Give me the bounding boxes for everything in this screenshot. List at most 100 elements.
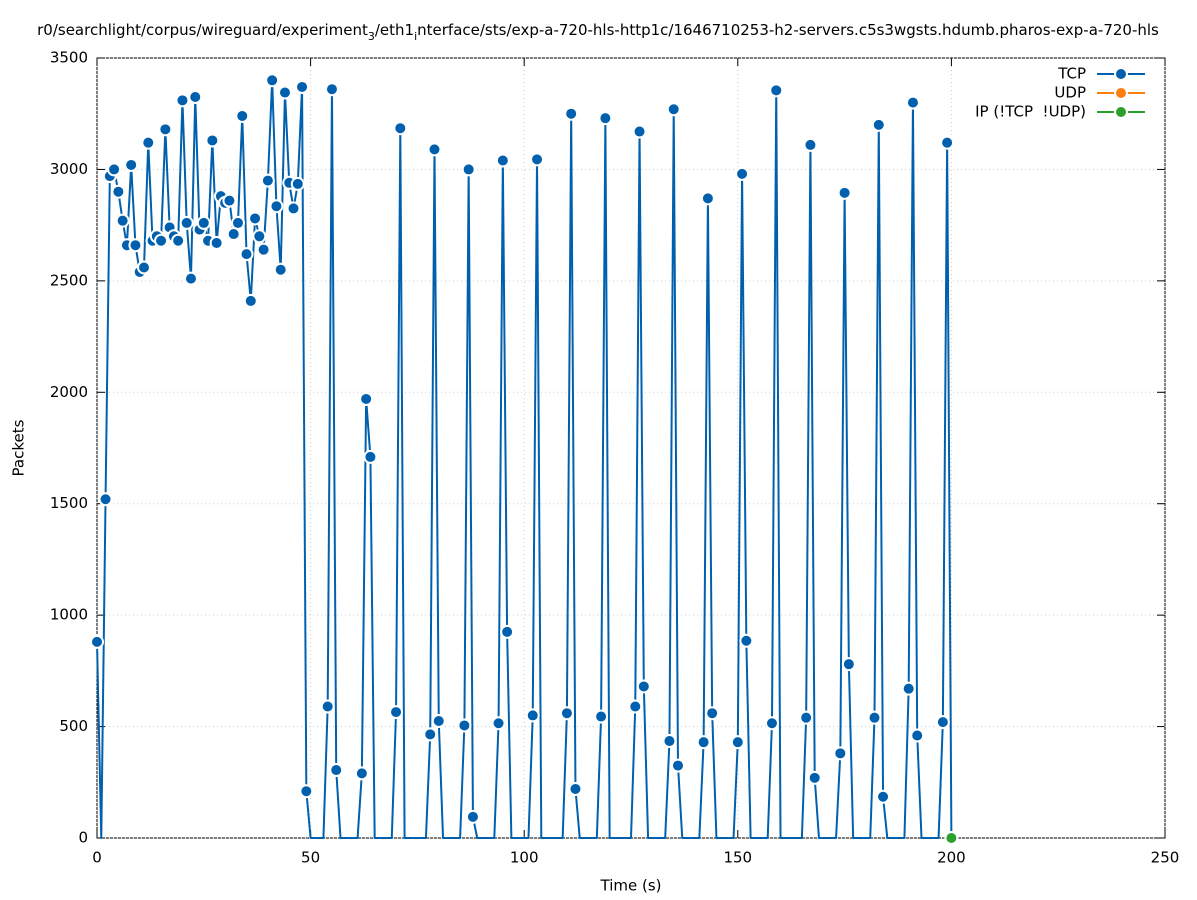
data-point	[179, 215, 194, 230]
data-point	[290, 176, 305, 191]
data-point	[764, 716, 779, 731]
x-tick-label: 250	[1151, 849, 1180, 867]
data-point	[354, 766, 369, 781]
y-tick-label: 1500	[50, 494, 88, 512]
series-line	[96, 79, 953, 839]
data-point	[196, 215, 211, 230]
data-point	[867, 710, 882, 725]
data-point	[188, 90, 203, 104]
title-part: i	[414, 30, 417, 43]
data-point	[248, 211, 263, 226]
data-point	[457, 718, 472, 733]
title-part: /eth1	[375, 21, 414, 39]
data-point	[837, 185, 852, 200]
data-point	[568, 781, 583, 796]
y-tick-label: 2000	[50, 383, 88, 401]
data-point	[944, 831, 959, 845]
data-point	[636, 679, 651, 694]
data-point	[662, 734, 677, 749]
data-point	[696, 735, 711, 750]
x-tick-label: 100	[510, 849, 539, 867]
data-point	[500, 624, 515, 639]
data-point	[111, 184, 126, 199]
legend-label: UDP	[1054, 84, 1086, 102]
data-point	[935, 715, 950, 730]
x-axis-label: Time (s)	[600, 877, 662, 895]
data-point	[222, 193, 237, 208]
data-point	[183, 271, 198, 286]
data-point	[265, 73, 280, 88]
y-axis-label: Packets	[10, 419, 28, 476]
data-point	[98, 492, 113, 507]
data-point	[564, 106, 579, 121]
data-point	[876, 789, 891, 804]
data-point	[260, 173, 275, 188]
chart-title: r0/searchlight/corpus/wireguard/experime…	[37, 21, 1159, 43]
data-point	[158, 122, 173, 137]
legend-marker	[1114, 67, 1128, 81]
y-tick-label: 3000	[50, 160, 88, 178]
data-point	[427, 142, 442, 157]
legend-marker	[1114, 105, 1128, 119]
data-point	[295, 79, 310, 94]
data-point	[359, 391, 374, 406]
data-point	[739, 633, 754, 648]
data-point	[136, 260, 151, 275]
data-point	[393, 121, 408, 136]
data-point	[115, 213, 130, 228]
x-tick-label: 0	[92, 849, 102, 867]
data-point	[559, 706, 574, 721]
plot-frame	[96, 57, 1166, 839]
data-point	[90, 634, 104, 649]
data-point	[666, 102, 681, 117]
data-point	[128, 238, 143, 253]
x-tick-label: 150	[723, 849, 752, 867]
data-point	[461, 162, 476, 177]
data-point	[363, 449, 378, 464]
y-tick-label: 500	[59, 717, 88, 735]
data-point	[273, 262, 288, 277]
data-point	[124, 157, 139, 172]
data-point	[598, 111, 613, 126]
title-part: 3	[368, 30, 375, 43]
data-point	[256, 242, 271, 257]
data-point	[269, 199, 284, 214]
data-point	[209, 235, 224, 250]
data-point	[154, 233, 169, 248]
legend-label: TCP	[1057, 65, 1086, 83]
data-point	[389, 705, 404, 720]
data-point	[940, 135, 955, 150]
data-point	[324, 82, 339, 97]
data-point	[465, 809, 480, 824]
data-point	[670, 758, 685, 773]
data-point	[700, 191, 715, 206]
data-point	[141, 135, 156, 150]
data-point	[905, 95, 920, 110]
data-point	[871, 117, 886, 132]
data-point	[730, 735, 745, 750]
data-point	[807, 770, 822, 785]
data-point	[299, 784, 314, 799]
y-tick-label: 1000	[50, 606, 88, 624]
data-point	[632, 124, 647, 139]
data-point	[431, 714, 446, 728]
y-tick-label: 3500	[50, 49, 88, 67]
data-point	[803, 137, 818, 152]
data-point	[525, 708, 540, 723]
data-point	[910, 728, 925, 743]
data-point	[769, 83, 784, 98]
data-point	[329, 763, 344, 778]
data-point	[239, 247, 254, 262]
data-point	[252, 229, 267, 244]
data-point	[491, 716, 506, 731]
legend-label: IP (!TCP !UDP)	[975, 103, 1086, 121]
data-point	[799, 710, 814, 725]
legend-marker	[1114, 86, 1128, 100]
data-point	[423, 727, 438, 742]
data-point	[235, 108, 250, 123]
data-point	[243, 293, 258, 308]
data-point	[277, 85, 292, 100]
data-point	[205, 133, 220, 148]
data-point	[230, 215, 245, 230]
